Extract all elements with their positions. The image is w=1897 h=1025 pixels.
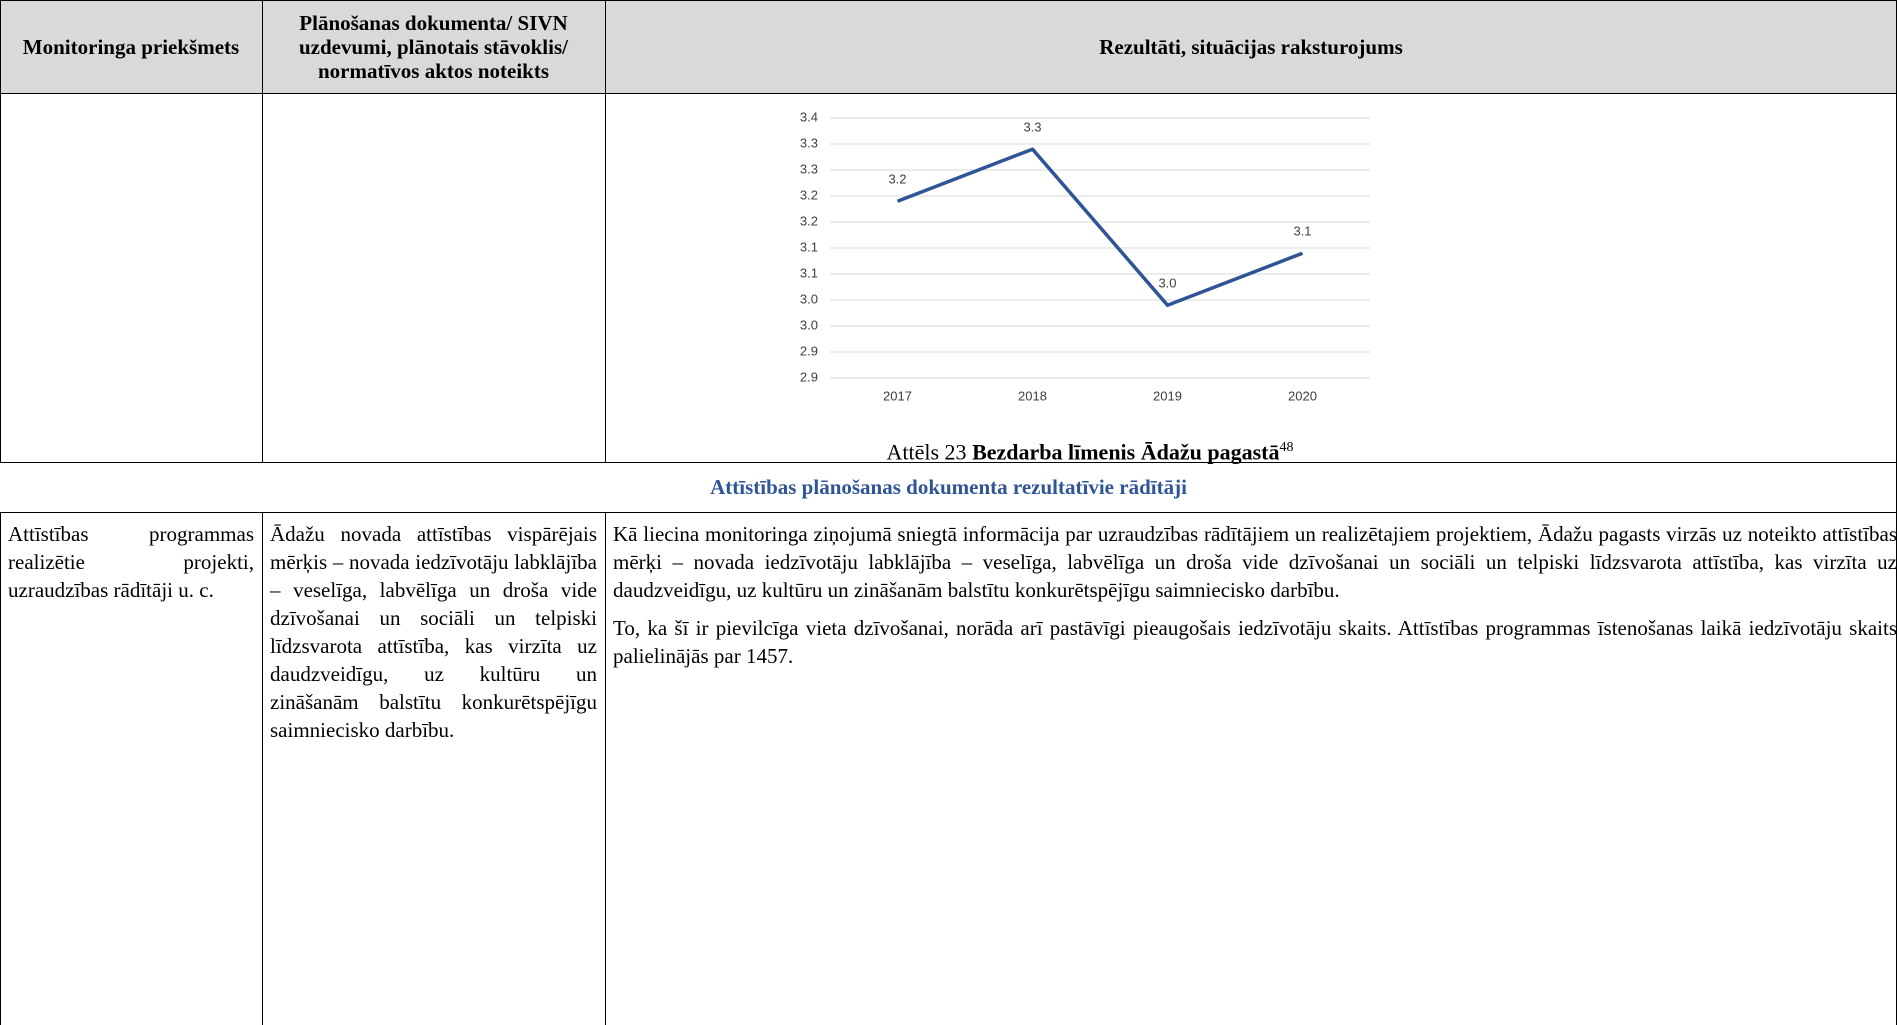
data-label: 3.2: [888, 172, 906, 187]
footnote-ref: 48: [1279, 440, 1294, 455]
header-cell: Rezultāti, situācijas raksturojums: [605, 0, 1897, 93]
border: [0, 462, 1897, 463]
border: [605, 0, 606, 462]
y-tick-label: 3.3: [800, 135, 818, 150]
y-tick-label: 2.9: [800, 343, 818, 358]
caption-title: Bezdarba līmenis Ādažu pagastā: [972, 439, 1280, 465]
x-tick-label: 2018: [1018, 388, 1047, 403]
header-cell: Monitoringa priekšmets: [0, 0, 262, 93]
chart: 3.4 3.3 3.3 3.2 3.2 3.1 3.1 3.0 3.0 2.9 2.9 2017 201…: [800, 109, 1370, 403]
border: [262, 0, 263, 462]
figure-caption: Attēls 23 Bezdarba līmenis Ādažu pagastā…: [605, 434, 1575, 466]
border: [0, 0, 1, 462]
y-tick-label: 3.2: [800, 213, 818, 228]
y-tick-label: 3.1: [800, 265, 818, 280]
section-title: Attīstības plānošanas dokumenta rezultat…: [710, 474, 1187, 499]
border: [262, 512, 263, 1025]
border: [605, 512, 606, 1025]
y-tick-label: 3.0: [800, 317, 818, 332]
x-tick-label: 2020: [1288, 388, 1317, 403]
y-tick-label: 3.2: [800, 187, 818, 202]
border: [0, 512, 1897, 513]
results-cell: Kā liecina monitoringa ziņojumā sniegtā …: [605, 512, 1897, 688]
y-tick-label: 2.9: [800, 369, 818, 384]
x-tick-label: 2017: [883, 388, 912, 403]
caption-prefix: Attēls 23: [886, 439, 967, 465]
data-label: 3.0: [1158, 276, 1176, 291]
data-label: 3.3: [1023, 120, 1041, 135]
paragraph: Kā liecina monitoringa ziņojumā sniegtā …: [613, 522, 1897, 602]
y-tick-label: 3.4: [800, 109, 818, 124]
header-cell: Plānošanas dokumenta/ SIVN uzdevumi, plā…: [262, 0, 605, 93]
task-cell: Ādažu novada attīstības vispārējais mērķ…: [270, 522, 597, 742]
border: [0, 93, 1897, 94]
border: [0, 512, 1, 1025]
x-tick-label: 2019: [1153, 388, 1182, 403]
y-tick-label: 3.0: [800, 291, 818, 306]
paragraph: To, ka šī ir pievilcīga vieta dzīvošanai…: [613, 616, 1897, 668]
subject-cell: Attīstības programmas realizētie projekt…: [8, 522, 254, 602]
data-label: 3.1: [1293, 224, 1311, 239]
line: [896, 147, 1304, 307]
border: [0, 0, 1897, 1]
y-tick-label: 3.1: [800, 239, 818, 254]
y-tick-label: 3.3: [800, 161, 818, 176]
